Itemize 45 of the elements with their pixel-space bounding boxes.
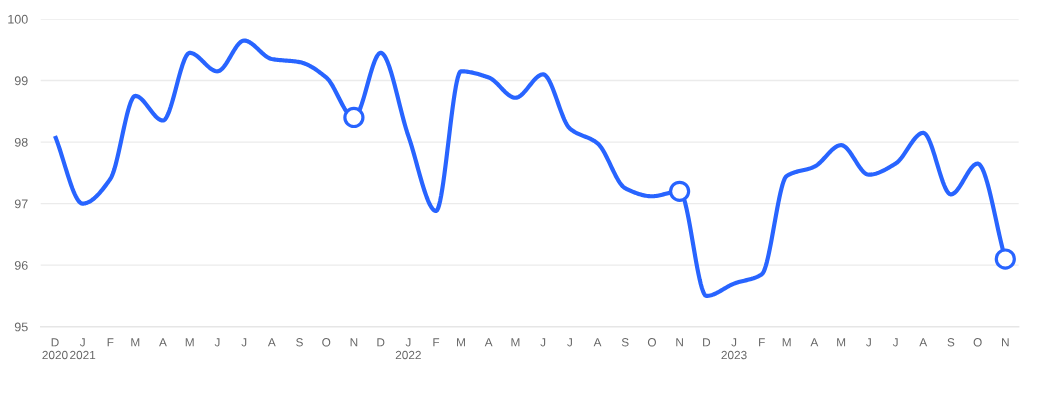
x-tick-label: A — [810, 338, 819, 347]
x-tick-label: N — [676, 338, 683, 347]
x-tick-label: F — [759, 338, 765, 347]
x-tick-label: A — [919, 338, 928, 347]
y-tick-label: 98 — [14, 137, 28, 147]
x-tick-label: M — [457, 338, 465, 347]
x-tick-label: J — [567, 338, 572, 347]
x-tick-label: J — [892, 338, 898, 347]
x-tick-label: S — [947, 338, 955, 347]
x-tick-label: S — [296, 338, 303, 347]
point — [668, 180, 691, 202]
y-tick-label: 97 — [14, 199, 28, 209]
x-tick-label: J — [866, 338, 871, 347]
x-tick-label: J 2023 — [721, 338, 747, 360]
y-tick-label: 96 — [14, 260, 28, 270]
x-tick-label: D — [377, 338, 385, 347]
x-tick-label: N — [350, 338, 358, 347]
x-tick-label: A — [484, 338, 493, 347]
x-tick-label: O — [647, 338, 656, 347]
x-tick-label: J — [540, 338, 546, 347]
y-tick-label: 95 — [14, 322, 28, 332]
x-tick-label: J 2022 — [395, 338, 421, 360]
y-tick-label: 99 — [14, 76, 28, 86]
x-tick-label: M — [185, 338, 194, 347]
x-tick-label: A — [267, 338, 276, 347]
x-tick-label: O — [322, 338, 331, 347]
x-tick-label: F — [433, 338, 440, 347]
x-tick-label: M — [131, 338, 140, 347]
x-tick-label: F — [107, 338, 114, 347]
x-tick-label: D 2020 — [42, 338, 68, 360]
x-tick-label: J — [241, 338, 247, 347]
x-tick-label: J — [214, 338, 220, 347]
y-tick-label: 100 — [8, 14, 28, 24]
point — [994, 248, 1016, 270]
x-tick-label: A — [159, 338, 167, 347]
point — [343, 106, 365, 129]
x-tick-label: D — [703, 338, 711, 347]
x-tick-label: N — [1002, 338, 1009, 347]
x-tick-label: A — [593, 338, 602, 347]
x-tick-label: J 2021 — [70, 338, 96, 360]
x-tick-label: S — [621, 338, 629, 347]
x-tick-label: M — [511, 338, 520, 347]
x-tick-label: O — [973, 338, 982, 347]
x-tick-label: M — [782, 338, 791, 347]
x-tick-label: M — [837, 338, 846, 347]
